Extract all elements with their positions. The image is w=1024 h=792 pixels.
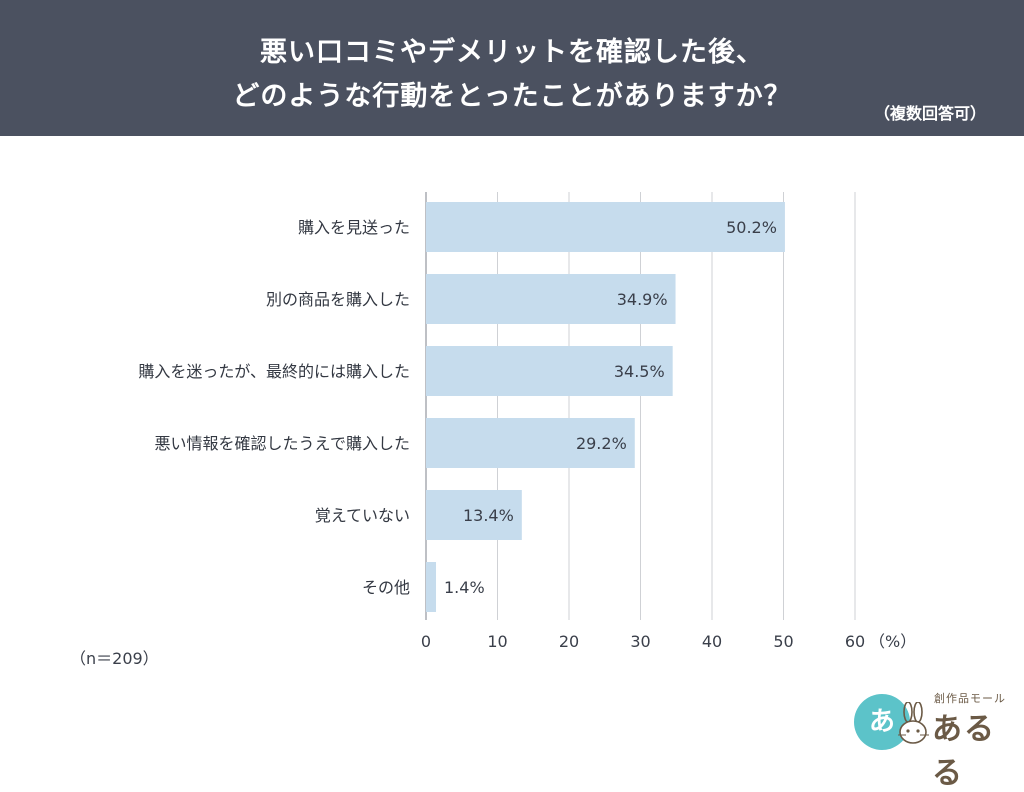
bar-chart: 購入を見送った 50.2% 別の商品を購入した 34.9% 購入を迷ったが、最終的には購… [138, 192, 916, 651]
category-label: 購入を迷ったが、最終的には購入した [138, 362, 410, 381]
category-label: 別の商品を購入した [266, 290, 410, 309]
bar [426, 490, 522, 540]
category-label: その他 [362, 578, 410, 597]
logo-tagline: 創作品モール [934, 692, 1006, 705]
logo-wordmark: あるる [932, 712, 996, 791]
sample-size-note: （n＝209） [70, 649, 159, 668]
x-tick-label: 40 [702, 632, 722, 651]
x-axis-unit-label: （%） [869, 632, 916, 651]
x-tick-label: 30 [630, 632, 650, 651]
chart-title-line-1: 悪い口コミやデメリットを確認した後、 [260, 37, 764, 68]
data-label: 29.2% [576, 434, 627, 453]
bar [426, 202, 785, 252]
bar [426, 418, 635, 468]
bar [426, 562, 437, 612]
rabbit-icon [898, 702, 929, 744]
bar [426, 346, 673, 396]
data-label: 34.9% [617, 290, 668, 309]
bar [426, 274, 676, 324]
x-tick-label: 60 [845, 632, 865, 651]
x-tick-label: 50 [773, 632, 793, 651]
data-label: 34.5% [614, 362, 665, 381]
x-tick-label: 20 [559, 632, 579, 651]
chart-title-line-2: どのような行動をとったことがありますか？ [232, 81, 792, 112]
x-tick-label: 10 [487, 632, 507, 651]
category-label: 悪い情報を確認したうえで購入した [154, 434, 410, 453]
category-label: 覚えていない [315, 506, 410, 525]
data-label: 50.2% [726, 218, 777, 237]
logo: あ 創作品モール あるる [850, 688, 1020, 791]
data-label: 1.4% [444, 578, 485, 597]
multiple-answer-note: （複数回答可） [873, 104, 986, 123]
category-label: 購入を見送った [298, 218, 410, 237]
data-label: 13.4% [463, 506, 514, 525]
header-banner: 悪い口コミやデメリットを確認した後、 どのような行動をとったことがありますか？ … [0, 0, 1024, 136]
x-tick-label: 0 [421, 632, 431, 651]
logo-circle: あ [854, 694, 910, 750]
